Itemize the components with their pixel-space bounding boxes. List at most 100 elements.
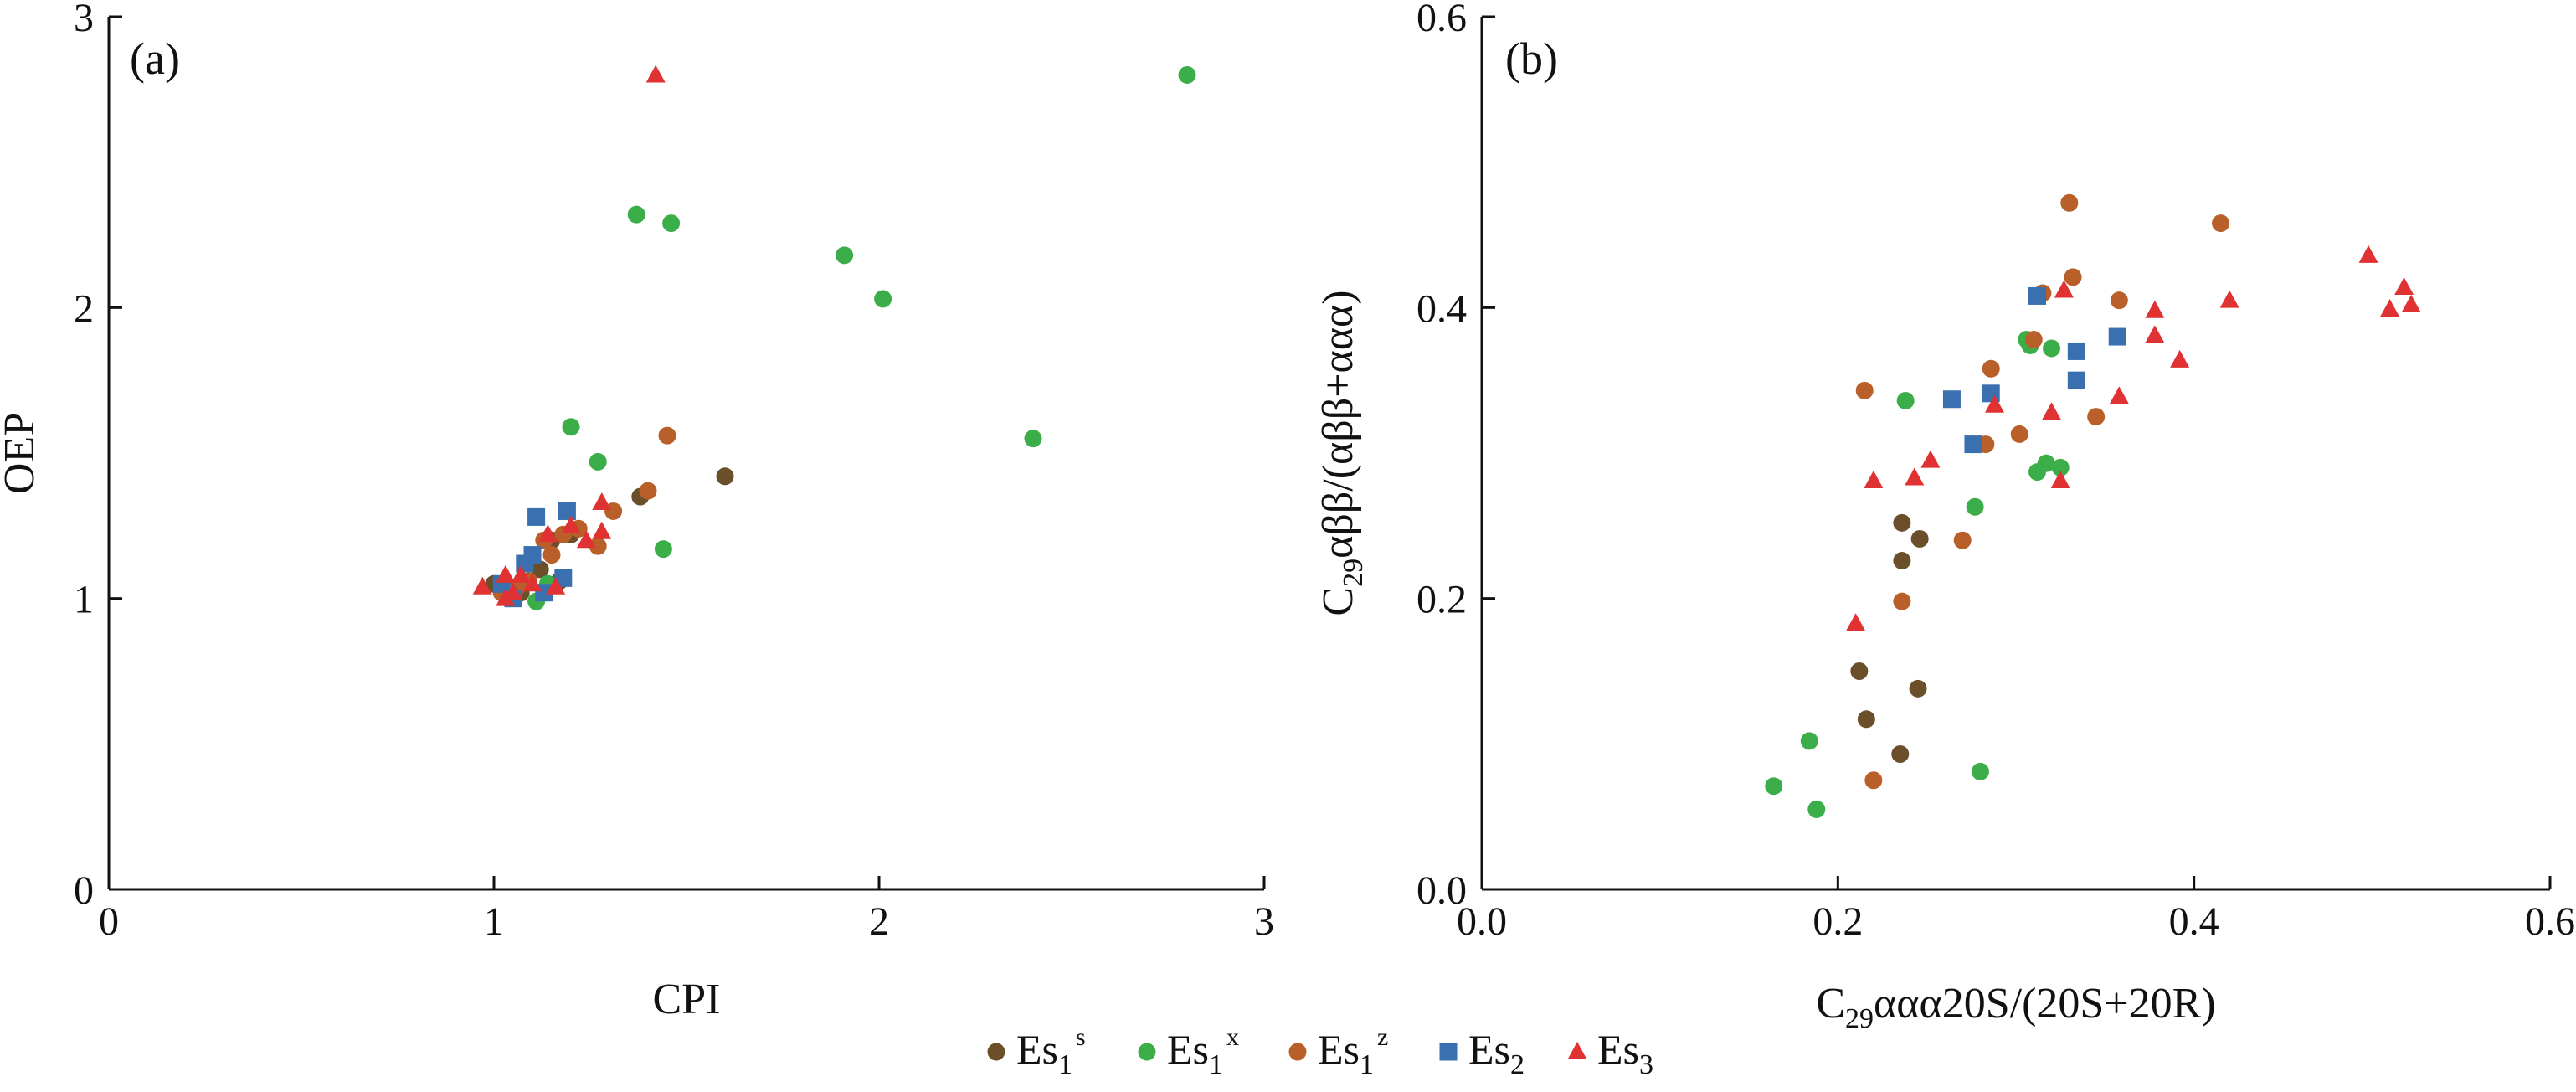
- panel-a-x-tick-label: 2: [869, 899, 889, 944]
- panel-b-point-es1x: [2051, 458, 2070, 476]
- legend-label-es2: Es2: [1468, 1026, 1525, 1080]
- panel-b-point-es1z: [1864, 771, 1883, 790]
- panel-b-point-es3: [2380, 299, 2400, 317]
- panel-a-point-es1x: [562, 418, 580, 436]
- legend-label-es1z: Es1z: [1318, 1023, 1388, 1080]
- panel-b-label: (b): [1505, 33, 1558, 84]
- panel-a-point-es1z: [542, 546, 561, 564]
- panel-a-point-es3: [503, 582, 523, 600]
- panel-b-point-es1x: [2037, 454, 2055, 472]
- legend-item-es2: Es2: [1439, 1026, 1525, 1080]
- panel-b-points: [1765, 193, 2421, 818]
- panel-b-y-tick-label: 0.4: [1417, 286, 1467, 331]
- panel-a-point-es1x: [654, 540, 672, 559]
- panel-a-point-es2: [527, 507, 546, 526]
- panel-a-y-tick-label: 3: [74, 0, 94, 40]
- panel-a-point-es1z: [639, 482, 657, 500]
- panel-a-point-es3: [511, 564, 531, 583]
- panel-b-point-es3: [1984, 394, 2004, 413]
- panel-a-point-es2: [558, 502, 576, 520]
- panel-b-point-es3: [2109, 386, 2129, 404]
- legend-marker-es1z: [1288, 1043, 1307, 1061]
- panel-a-points: [472, 64, 1196, 610]
- panel-b-y-tick-label: 0.0: [1417, 868, 1467, 913]
- panel-b-point-es3: [2394, 277, 2414, 296]
- panel-b-point-es1x: [1896, 391, 1915, 410]
- legend-label-es3: Es3: [1597, 1026, 1653, 1080]
- panel-b-point-es1x: [1971, 762, 1989, 780]
- panel-b-point-es2: [2028, 286, 2047, 305]
- panel-b-point-es3: [2358, 245, 2378, 263]
- panel-b-point-es1x: [1765, 777, 1783, 796]
- panel-b-point-es1z: [1855, 381, 1874, 399]
- panel-b-point-es1s: [1909, 679, 1927, 698]
- panel-a-y-tick-label: 2: [74, 286, 94, 331]
- panel-b-point-es1s: [1910, 529, 1929, 548]
- panel-b-point-es1z: [2064, 268, 2082, 286]
- panel-b-point-es3: [2054, 280, 2074, 298]
- panel-b-point-es1z: [2087, 408, 2106, 426]
- panel-a-point-es3: [522, 574, 542, 592]
- panel-b-point-es1x: [1800, 732, 1818, 750]
- panel-b: 0.0 0.2 0.4 0.6 0.0 0.2 0.4 0.6 (b) C29ααα20S/(…: [1314, 0, 2575, 1034]
- panel-a-point-es1x: [1024, 430, 1042, 448]
- panel-a-point-es1x: [662, 214, 681, 233]
- panel-b-point-es3: [1864, 470, 1884, 488]
- panel-b-x-tick-label: 0.2: [1812, 899, 1863, 944]
- panel-a-point-es3: [537, 524, 558, 543]
- panel-b-y-tick-label: 0.2: [1417, 578, 1467, 622]
- panel-b-x-title: C29ααα20S/(20S+20R): [1816, 980, 2215, 1034]
- panel-a-y-tick-label: 1: [74, 578, 94, 622]
- panel-a-point-es1x: [836, 246, 854, 265]
- panel-a-y-title: OEP: [0, 412, 44, 494]
- panel-a-point-es2: [554, 569, 573, 587]
- panel-a-point-es1z: [589, 537, 607, 555]
- panel-b-point-es3: [2219, 290, 2239, 308]
- panel-b-point-es2: [1982, 384, 2000, 403]
- panel-a-point-es3: [592, 521, 612, 539]
- panel-b-point-es1z: [1953, 531, 1972, 549]
- panel-a-point-es2: [523, 546, 542, 564]
- panel-a-x-tick-label: 3: [1254, 899, 1274, 944]
- panel-a-point-es1z: [658, 426, 676, 445]
- panel-b-point-es2: [2067, 371, 2085, 389]
- panel-a-x-tick-label: 1: [484, 899, 504, 944]
- panel-a-point-es3: [576, 530, 596, 549]
- panel-b-point-es3: [1846, 613, 1866, 631]
- panel-b-point-es3: [2050, 470, 2070, 488]
- legend-marker-es1s: [987, 1043, 1005, 1061]
- panel-a-x-title: CPI: [653, 976, 721, 1023]
- panel-a-point-es1s: [716, 467, 734, 486]
- panel-b-point-es2: [1964, 435, 1982, 454]
- panel-b-point-es3: [1920, 450, 1941, 468]
- legend-marker-es2: [1439, 1043, 1458, 1061]
- panel-b-point-es1z: [2024, 331, 2043, 349]
- panel-b-point-es1z: [1982, 359, 2000, 378]
- panel-a-point-es3: [645, 64, 666, 83]
- panel-b-point-es3: [2042, 402, 2062, 420]
- panel-b-point-es1s: [1850, 662, 1869, 680]
- panel-a-x-tick-label: 0: [99, 899, 119, 944]
- panel-b-point-es1z: [2060, 193, 2079, 212]
- panel-b-x-tick-label: 0.0: [1457, 899, 1507, 944]
- legend-label-es1x: Es1x: [1167, 1023, 1239, 1080]
- panel-a-point-es1x: [1178, 65, 1196, 84]
- panel-b-point-es2: [2108, 327, 2126, 346]
- panel-a-ticks: 0 1 2 3 0 1 2 3: [74, 0, 1274, 944]
- panel-a-point-es1x: [627, 205, 645, 224]
- panel-b-x-tick-label: 0.4: [2169, 899, 2219, 944]
- panel-b-y-tick-label: 0.6: [1417, 0, 1467, 40]
- panel-b-point-es1s: [1857, 710, 1875, 729]
- panel-b-point-es1s: [1893, 552, 1911, 570]
- panel-b-point-es3: [2145, 325, 2165, 343]
- panel-b-point-es3: [2170, 349, 2190, 368]
- panel-a-point-es3: [561, 515, 581, 533]
- panel-b-point-es2: [2067, 342, 2085, 360]
- panel-b-ticks: 0.0 0.2 0.4 0.6 0.0 0.2 0.4 0.6: [1417, 0, 2575, 944]
- panel-a-point-es3: [546, 576, 566, 595]
- panel-b-point-es3: [1905, 467, 1925, 486]
- panel-a-point-es3: [472, 576, 492, 595]
- panel-b-x-tick-label: 0.6: [2525, 899, 2575, 944]
- panel-b-point-es1z: [2010, 425, 2028, 443]
- panel-b-point-es3: [2401, 294, 2421, 312]
